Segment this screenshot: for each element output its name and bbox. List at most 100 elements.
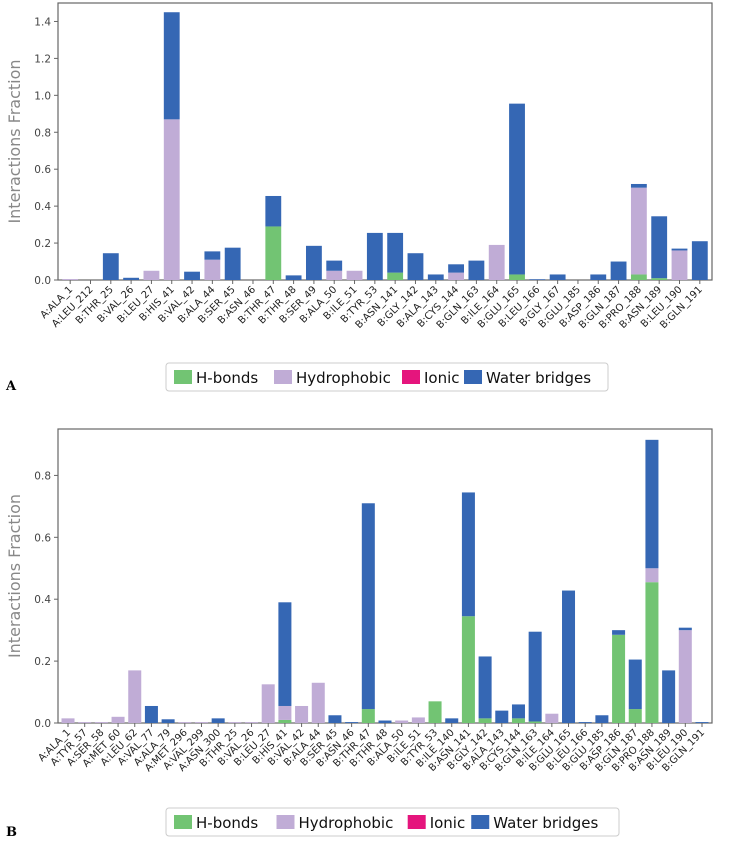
bar-segment-hydrophobic	[228, 722, 242, 723]
bar-segment-h-bonds	[612, 634, 626, 723]
bar-segment-water-bridges	[651, 216, 668, 279]
bar-segment-water-bridges	[595, 715, 609, 723]
legend-swatch-ionic	[407, 815, 426, 829]
y-tick-label: 0.6	[34, 532, 51, 544]
y-tick-label: 0.0	[34, 718, 51, 730]
y-tick-label: 0.8	[34, 127, 51, 139]
bar-segment-hydrophobic	[671, 250, 688, 280]
bar-segment-water-bridges	[695, 722, 709, 723]
bar-segment-hydrophobic	[128, 670, 142, 723]
legend-label: Hydrophobic	[296, 369, 391, 387]
bar-segment-h-bonds	[511, 718, 525, 723]
bar-segment-hydrophobic	[94, 722, 108, 723]
legend-swatch-h-bonds	[174, 370, 192, 384]
bar-segment-water-bridges	[478, 656, 492, 719]
bar-segment-water-bridges	[326, 260, 343, 271]
bar-segment-h-bonds	[428, 701, 442, 723]
bar-segment-water-bridges	[461, 492, 475, 617]
bar-segment-hydrophobic	[194, 722, 208, 723]
y-tick-label: 1.4	[34, 16, 51, 28]
y-tick-label: 1.0	[34, 90, 51, 102]
bar-segment-water-bridges	[468, 260, 485, 280]
legend-label: Water bridges	[486, 369, 591, 387]
bar-segment-water-bridges	[387, 232, 404, 273]
bar-segment-hydrophobic	[143, 270, 160, 280]
bar-segment-hydrophobic	[645, 568, 659, 583]
bar-segment-water-bridges	[691, 241, 708, 280]
bar-segment-water-bridges	[204, 251, 221, 260]
bar-segment-water-bridges	[407, 253, 424, 280]
bar-segment-water-bridges	[184, 271, 200, 280]
bar-segment-hydrophobic	[295, 705, 309, 723]
bar-segment-h-bonds	[461, 616, 475, 723]
bar-segment-h-bonds	[651, 278, 668, 280]
bar-segment-hydrophobic	[204, 259, 221, 280]
bar-segment-hydrophobic	[346, 270, 363, 280]
bar-segment-h-bonds	[645, 582, 659, 723]
bar-segment-water-bridges	[265, 195, 282, 227]
bar-segment-hydrophobic	[163, 119, 180, 280]
y-axis-label: Interactions Fraction	[5, 59, 24, 223]
legend-label: H-bonds	[196, 814, 258, 832]
bar-segment-water-bridges	[345, 722, 359, 723]
bar-segment-h-bonds	[528, 721, 542, 723]
bar-segment-water-bridges	[378, 720, 392, 723]
y-tick-label: 0.4	[34, 201, 51, 213]
bar-segment-hydrophobic	[326, 270, 343, 280]
y-tick-label: 0.2	[34, 238, 51, 250]
bar-segment-water-bridges	[645, 439, 659, 569]
y-tick-label: 0.6	[34, 164, 51, 176]
bar-segment-water-bridges	[361, 503, 375, 710]
legend: H-bonds Hydrophobic Ionic Water bridges	[165, 362, 609, 392]
y-tick-label: 0.8	[34, 470, 51, 482]
bar-segment-h-bonds	[265, 226, 282, 280]
bar-segment-hydrophobic	[395, 720, 409, 723]
bar-segment-hydrophobic	[111, 716, 125, 723]
bar-segment-water-bridges	[448, 264, 465, 273]
legend-swatch-ionic	[402, 370, 420, 384]
bar-segment-water-bridges	[366, 232, 383, 280]
bar-segment-hydrophobic	[178, 722, 192, 723]
bar-segment-water-bridges	[445, 718, 459, 723]
bar-segment-water-bridges	[285, 275, 302, 280]
legend-swatch-hydrophobic	[276, 815, 295, 829]
plot-frame	[57, 2, 713, 281]
bar-segment-water-bridges	[211, 718, 225, 723]
y-axis-label: Interactions Fraction	[5, 494, 24, 658]
bar-segment-hydrophobic	[311, 682, 325, 723]
bar-segment-water-bridges	[528, 631, 542, 722]
bar-segment-hydrophobic	[78, 722, 92, 723]
legend-swatch-h-bonds	[174, 815, 192, 829]
bar-segment-water-bridges	[144, 705, 158, 723]
bar-segment-water-bridges	[278, 602, 292, 706]
bar-segment-water-bridges	[529, 279, 546, 280]
legend-label: H-bonds	[196, 369, 258, 387]
bar-segment-water-bridges	[161, 719, 175, 723]
bar-segment-water-bridges	[123, 277, 140, 280]
bar-segment-water-bridges	[511, 704, 525, 719]
y-tick-label: 0.2	[34, 656, 51, 668]
bar-segment-h-bonds	[628, 709, 642, 723]
bar-segment-water-bridges	[630, 183, 647, 188]
bar-segment-water-bridges	[590, 274, 607, 280]
panel-letter: B	[6, 825, 17, 840]
bar-segment-h-bonds	[387, 272, 404, 280]
bar-segment-water-bridges	[305, 245, 322, 280]
bar-segment-hydrophobic	[411, 717, 425, 723]
bar-segment-water-bridges	[678, 627, 692, 631]
bar-segment-h-bonds	[278, 719, 292, 723]
legend-swatch-water-bridges	[464, 370, 482, 384]
bar-segment-water-bridges	[671, 248, 688, 251]
legend: H-bonds Hydrophobic Ionic Water bridges	[165, 807, 620, 837]
bar-segment-water-bridges	[102, 253, 119, 280]
bar-segment-water-bridges	[578, 722, 592, 723]
bar-segment-water-bridges	[163, 12, 180, 120]
bar-segment-water-bridges	[495, 710, 509, 723]
y-tick-label: 0.0	[34, 275, 51, 287]
legend-swatch-water-bridges	[471, 815, 490, 829]
bar-segment-water-bridges	[509, 103, 525, 275]
bar-segment-hydrophobic	[261, 684, 275, 723]
bar-segment-hydrophobic	[62, 279, 79, 280]
bar-segment-hydrophobic	[488, 244, 505, 280]
